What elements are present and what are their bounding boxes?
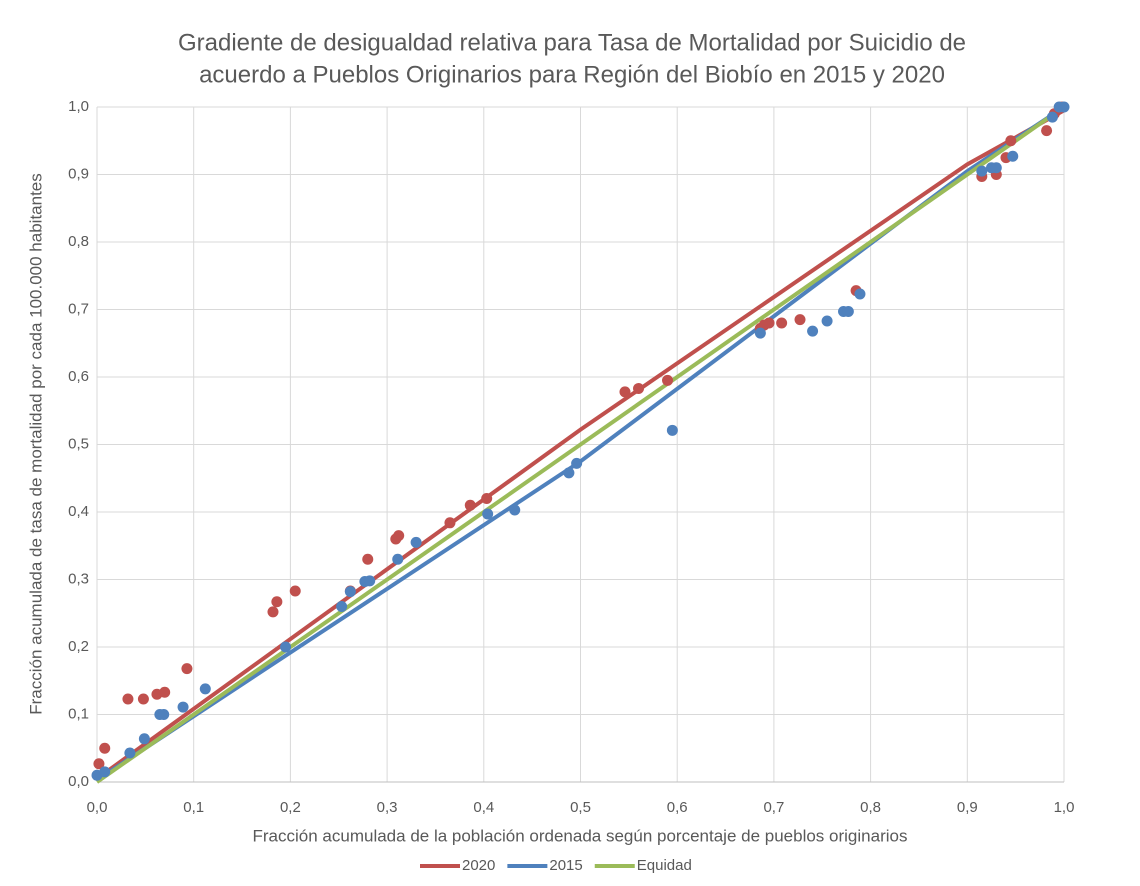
point xyxy=(666,424,678,436)
y-tick-label: 0,5 xyxy=(68,435,89,452)
point xyxy=(1058,101,1070,113)
point xyxy=(124,747,136,759)
x-tick-label: 0,4 xyxy=(473,799,494,816)
point xyxy=(1041,125,1053,137)
chart-title: acuerdo a Pueblos Originarios para Regió… xyxy=(199,61,945,88)
point xyxy=(990,162,1002,174)
point xyxy=(159,686,171,698)
point xyxy=(481,493,493,504)
y-tick-label: 0,8 xyxy=(68,233,89,250)
chart-title: Gradiente de desigualdad relativa para T… xyxy=(178,29,966,56)
trend-line xyxy=(95,105,1066,784)
point xyxy=(662,374,674,386)
point xyxy=(794,314,806,326)
point xyxy=(842,306,854,318)
point xyxy=(289,585,301,597)
x-tick-label: 1,0 xyxy=(1054,799,1075,816)
point xyxy=(93,758,105,770)
point xyxy=(177,701,189,713)
point xyxy=(976,165,988,177)
point xyxy=(344,586,356,598)
point xyxy=(99,766,111,778)
point xyxy=(776,317,788,329)
point xyxy=(633,382,645,394)
point xyxy=(410,536,422,548)
point xyxy=(181,663,193,675)
legend-label: Equidad xyxy=(637,857,692,874)
point xyxy=(137,693,149,705)
point xyxy=(122,693,134,705)
legend-label: 2020 xyxy=(462,857,495,874)
point xyxy=(821,315,833,327)
y-tick-label: 0,2 xyxy=(68,638,89,655)
point xyxy=(1007,150,1019,162)
x-tick-label: 0,8 xyxy=(860,799,881,816)
x-tick-label: 0,9 xyxy=(957,799,978,816)
x-axis-label: Fracción acumulada de la población orden… xyxy=(253,826,908,845)
point xyxy=(563,467,575,479)
point xyxy=(364,575,376,587)
legend-label: 2015 xyxy=(549,857,582,874)
point xyxy=(464,499,476,511)
y-tick-label: 0,9 xyxy=(68,165,89,182)
x-tick-label: 0,2 xyxy=(280,799,301,816)
point xyxy=(1046,111,1058,123)
point xyxy=(362,553,374,565)
point xyxy=(854,288,866,300)
point xyxy=(1005,135,1017,147)
y-tick-label: 0,1 xyxy=(68,705,89,722)
x-tick-label: 0,3 xyxy=(377,799,398,816)
point xyxy=(619,386,631,398)
point xyxy=(763,317,775,329)
point xyxy=(280,641,292,653)
point xyxy=(271,596,283,608)
point xyxy=(392,553,404,565)
x-tick-label: 0,6 xyxy=(667,799,688,816)
point xyxy=(158,709,170,720)
point xyxy=(509,504,521,516)
y-tick-label: 0,4 xyxy=(68,503,89,520)
point xyxy=(99,742,111,754)
point xyxy=(754,327,766,339)
x-tick-label: 0,7 xyxy=(763,799,784,816)
y-axis-label: Fracción acumulada de tasa de mortalidad… xyxy=(26,173,45,715)
point xyxy=(444,517,456,529)
point xyxy=(482,508,494,520)
y-tick-label: 1,0 xyxy=(68,98,89,115)
point xyxy=(807,325,819,337)
y-tick-label: 0,7 xyxy=(68,300,89,317)
point xyxy=(393,530,405,542)
point xyxy=(267,606,279,618)
x-tick-label: 0,0 xyxy=(87,799,108,816)
x-tick-label: 0,1 xyxy=(183,799,204,816)
y-tick-label: 0,0 xyxy=(68,773,89,790)
point xyxy=(571,457,583,469)
point xyxy=(138,733,150,745)
point xyxy=(199,683,211,695)
y-tick-label: 0,6 xyxy=(68,368,89,385)
y-tick-label: 0,3 xyxy=(68,570,89,587)
x-tick-label: 0,5 xyxy=(570,799,591,816)
point xyxy=(336,601,348,612)
